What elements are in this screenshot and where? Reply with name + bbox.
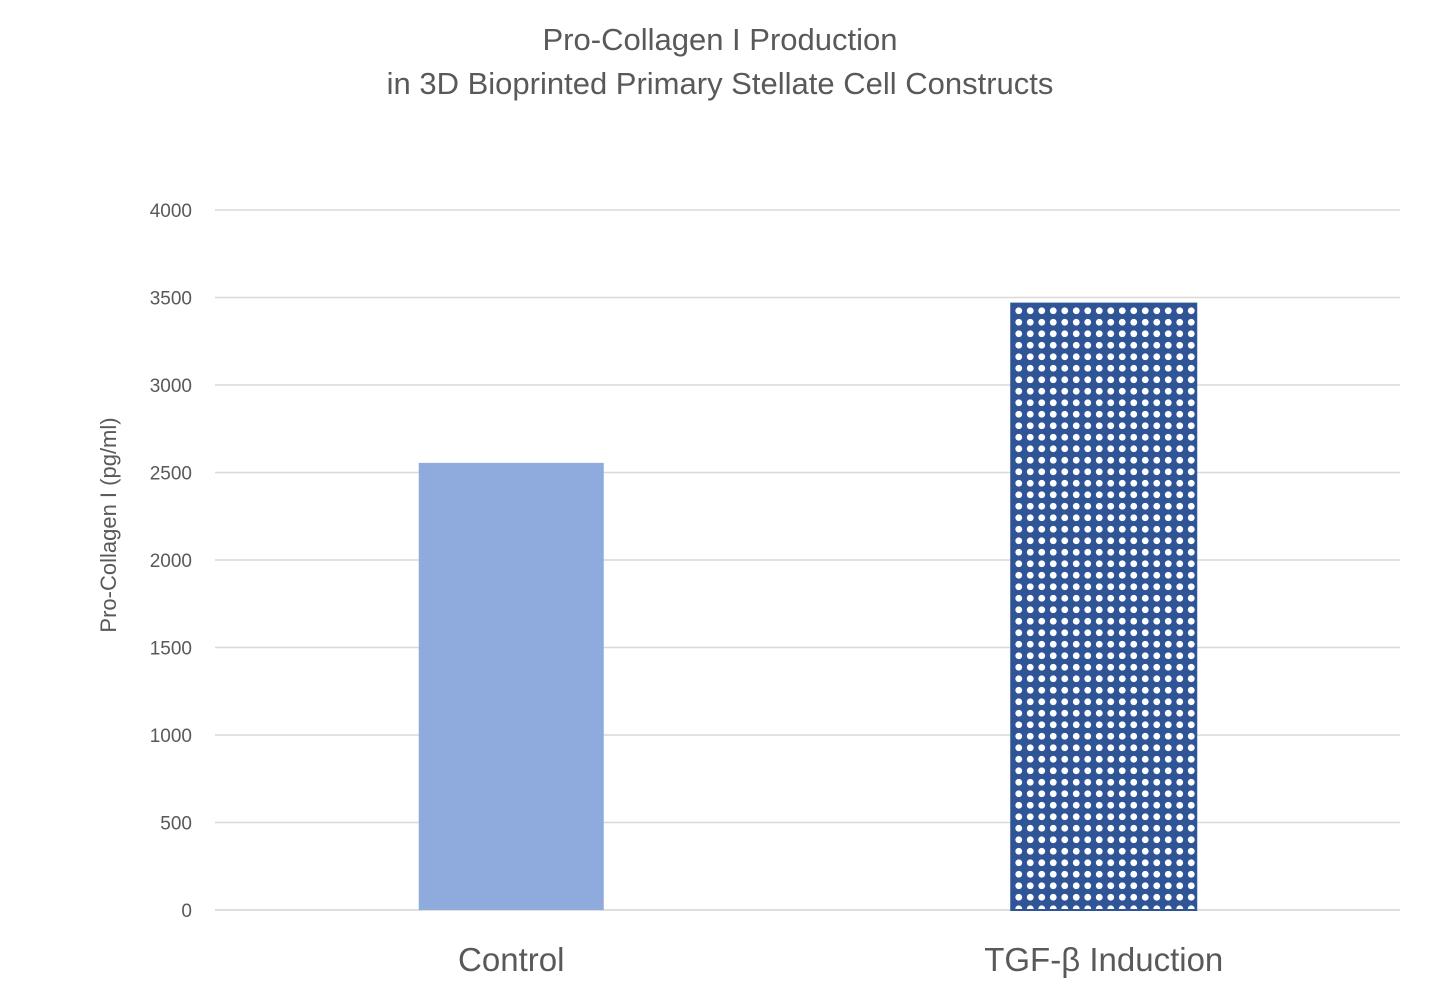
y-tick-label: 3000 — [150, 376, 192, 397]
y-axis-tick-labels: 0 500 1000 1500 2000 2500 3000 3500 4000 — [150, 201, 192, 922]
x-category-label: TGF-β Induction — [984, 941, 1223, 978]
chart-title-line-1: Pro-Collagen I Production — [542, 22, 898, 57]
y-tick-label: 2500 — [150, 464, 192, 485]
x-category-label: Control — [458, 941, 564, 978]
gridlines — [215, 209, 1400, 911]
y-tick-label: 1500 — [150, 639, 192, 660]
x-axis-category-labels: Control TGF-β Induction — [458, 941, 1223, 978]
y-tick-label: 2000 — [150, 551, 192, 572]
y-tick-label: 3500 — [150, 289, 192, 310]
bar-0 — [418, 462, 604, 910]
y-tick-label: 500 — [160, 814, 192, 835]
bar-1 — [1010, 302, 1198, 911]
bars — [418, 302, 1198, 911]
y-tick-label: 4000 — [150, 201, 192, 222]
y-tick-label: 1000 — [150, 726, 192, 747]
chart-title: Pro-Collagen I Production in 3D Bioprint… — [0, 18, 1440, 106]
y-axis-title: Pro-Collagen I (pg/ml) — [96, 417, 121, 632]
y-tick-label: 0 — [181, 901, 192, 922]
chart-title-line-2: in 3D Bioprinted Primary Stellate Cell C… — [386, 66, 1054, 101]
